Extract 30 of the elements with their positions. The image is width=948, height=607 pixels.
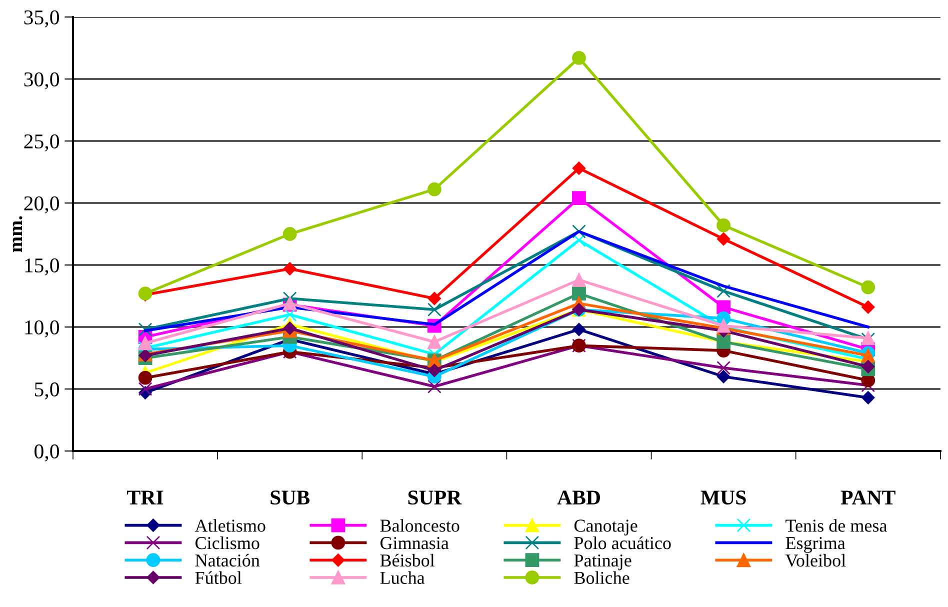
y-tick-label: 20,0 bbox=[24, 196, 60, 214]
y-tick-label: 10,0 bbox=[25, 320, 60, 338]
y-tick-label: 35,0 bbox=[24, 10, 60, 28]
y-tick-label: 25,0 bbox=[24, 134, 60, 152]
x-tick-label: ABD bbox=[557, 490, 600, 504]
x-tick-label: SUPR bbox=[408, 490, 462, 505]
legend-label: Fútbol bbox=[195, 571, 242, 584]
y-axis-title: mm. bbox=[12, 216, 22, 252]
legend-label: Tenis de mesa bbox=[786, 519, 888, 532]
legend-label: Voleibol bbox=[785, 554, 846, 567]
legend-label: Polo acuático bbox=[574, 536, 671, 550]
x-tick-label: PANT bbox=[840, 490, 896, 504]
x-tick-label: SUB bbox=[270, 490, 310, 505]
y-tick-label: 5,0 bbox=[34, 382, 60, 400]
legend-label: Esgrima bbox=[786, 537, 846, 553]
x-tick-label: MUS bbox=[700, 490, 746, 505]
y-tick-label: 0,0 bbox=[34, 444, 60, 462]
legend-label: Canotaje bbox=[574, 520, 638, 536]
legend-label: Patinaje bbox=[574, 554, 632, 570]
legend-label: Boliche bbox=[574, 571, 630, 584]
legend-label: Gimnasia bbox=[380, 537, 449, 550]
legend-label: Béisbol bbox=[380, 554, 435, 567]
legend-label: Lucha bbox=[380, 571, 425, 584]
legend-label: Atletismo bbox=[194, 519, 266, 532]
y-tick-label: 30,0 bbox=[24, 72, 60, 90]
x-tick-label: TRI bbox=[127, 490, 164, 504]
y-tick-label: 15,0 bbox=[25, 258, 60, 276]
legend-label: Ciclismo bbox=[196, 536, 260, 550]
legend-label: Natación bbox=[195, 554, 260, 567]
legend-label: Baloncesto bbox=[380, 519, 460, 532]
